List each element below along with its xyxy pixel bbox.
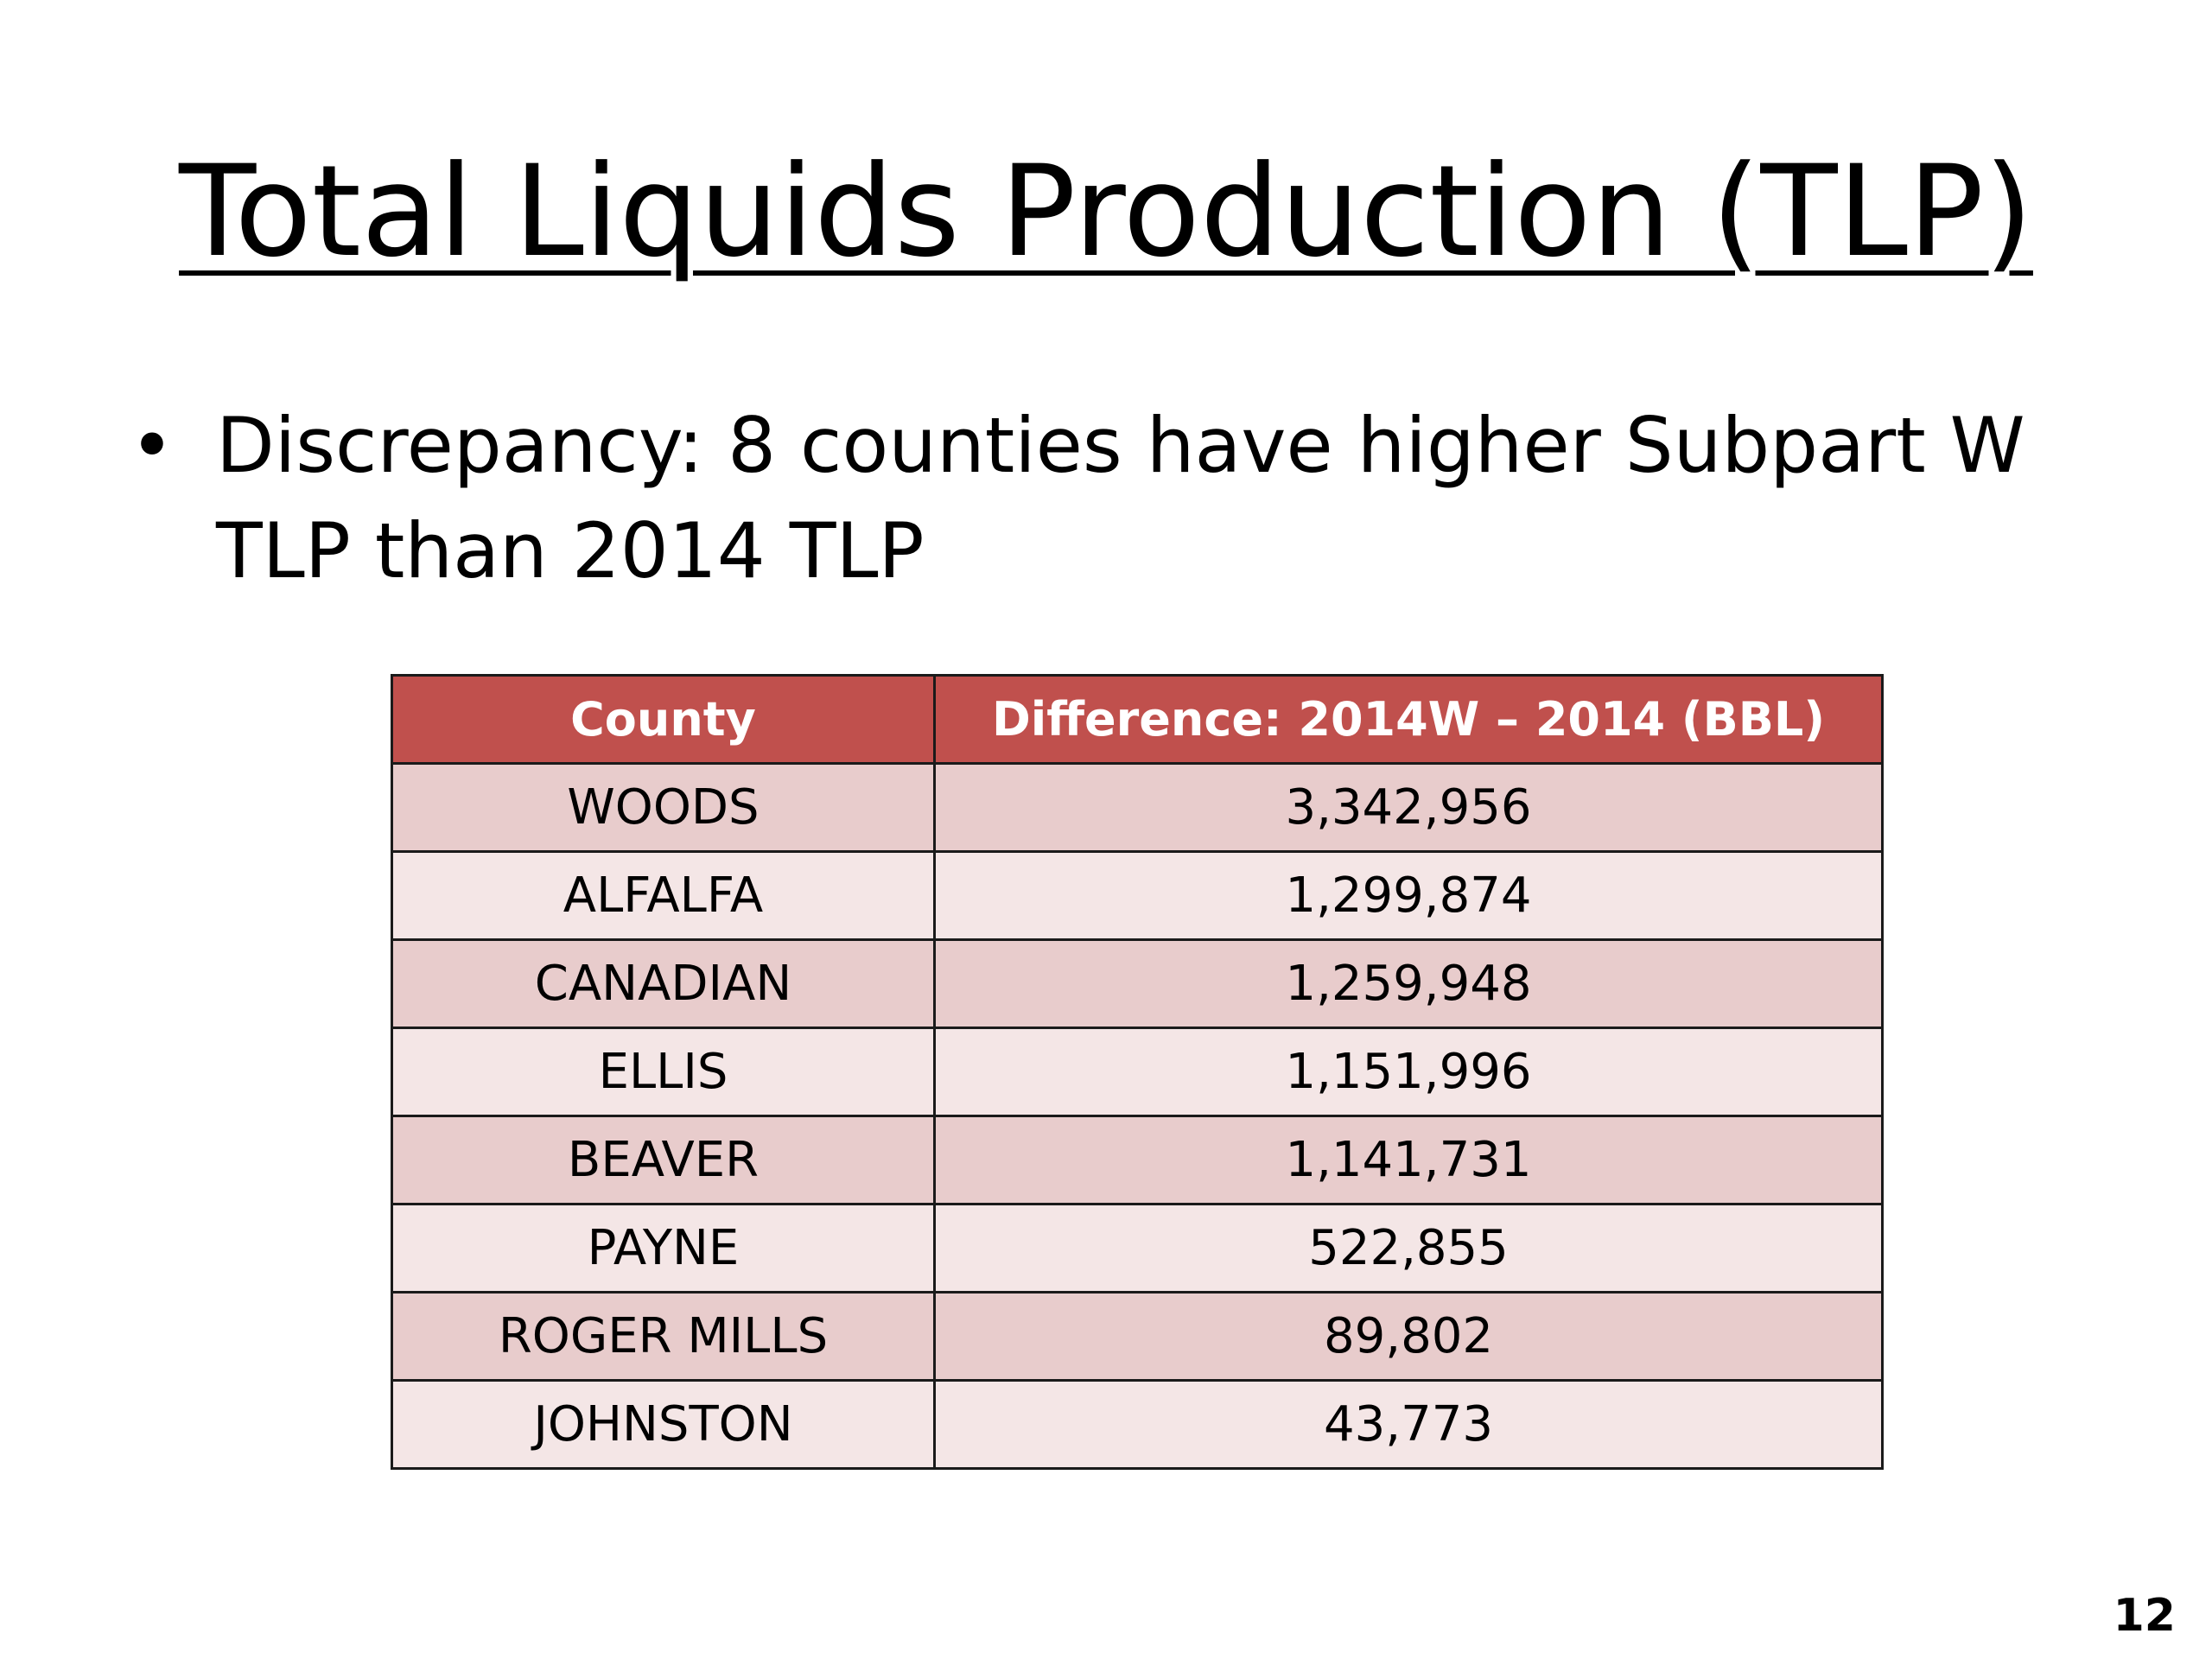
table-row: JOHNSTON 43,773 (391, 1379, 1884, 1470)
county-cell: JOHNSTON (391, 1379, 936, 1470)
slide-title: Total Liquids Production (TLP) (179, 138, 2033, 285)
table-row: ELLIS 1,151,996 (391, 1027, 1884, 1117)
difference-cell: 89,802 (933, 1291, 1884, 1382)
county-cell: ALFALFA (391, 850, 936, 941)
table-row: CANADIAN 1,259,948 (391, 938, 1884, 1029)
table-header-row: County Difference: 2014W – 2014 (BBL) (391, 674, 1884, 765)
county-cell: WOODS (391, 762, 936, 853)
table-row: ALFALFA 1,299,874 (391, 850, 1884, 941)
bullet-icon: • (130, 401, 175, 490)
difference-cell: 1,141,731 (933, 1115, 1884, 1205)
county-cell: CANADIAN (391, 938, 936, 1029)
difference-cell: 1,299,874 (933, 850, 1884, 941)
county-cell: ROGER MILLS (391, 1291, 936, 1382)
page-number: 12 (2113, 1590, 2176, 1642)
bullet-text: Discrepancy: 8 counties have higher Subp… (216, 401, 2025, 595)
difference-cell: 3,342,956 (933, 762, 1884, 853)
table-row: ROGER MILLS 89,802 (391, 1291, 1884, 1382)
difference-cell: 1,259,948 (933, 938, 1884, 1029)
table-row: BEAVER 1,141,731 (391, 1115, 1884, 1205)
county-cell: BEAVER (391, 1115, 936, 1205)
header-difference: Difference: 2014W – 2014 (BBL) (933, 674, 1884, 765)
county-cell: ELLIS (391, 1027, 936, 1117)
header-county: County (391, 674, 936, 765)
difference-cell: 43,773 (933, 1379, 1884, 1470)
county-difference-table: County Difference: 2014W – 2014 (BBL) WO… (391, 674, 1884, 1470)
table-row: WOODS 3,342,956 (391, 762, 1884, 853)
table-row: PAYNE 522,855 (391, 1203, 1884, 1294)
county-cell: PAYNE (391, 1203, 936, 1294)
difference-cell: 522,855 (933, 1203, 1884, 1294)
difference-cell: 1,151,996 (933, 1027, 1884, 1117)
